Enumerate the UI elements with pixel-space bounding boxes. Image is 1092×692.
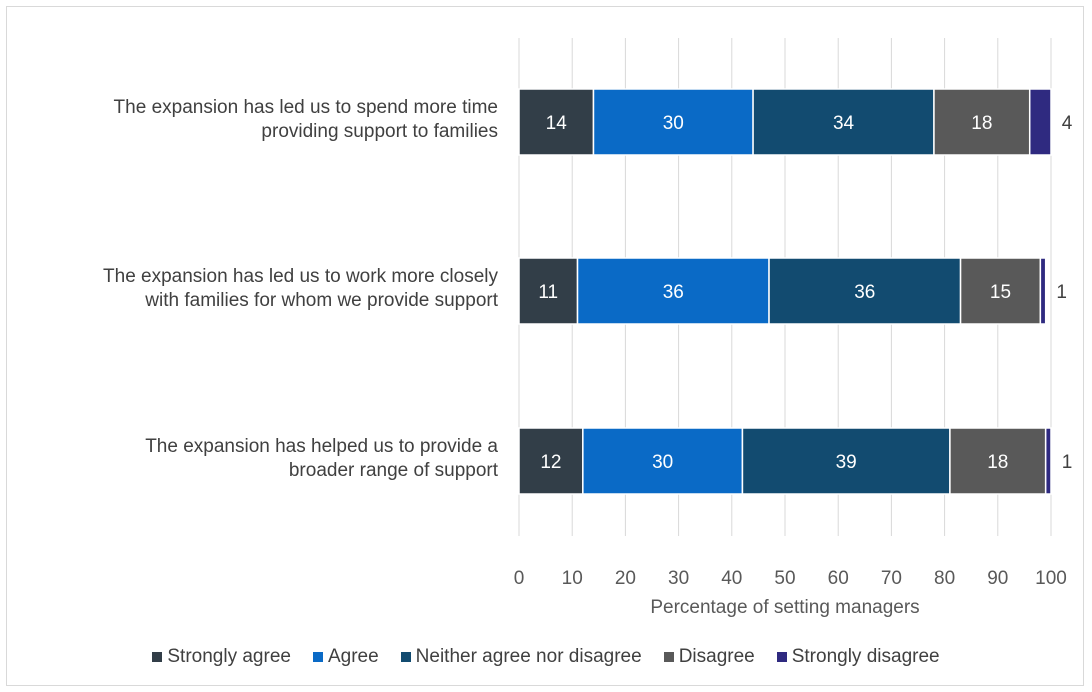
data-label: 1	[1062, 452, 1073, 473]
data-label: 36	[663, 282, 684, 303]
bar-segment	[768, 257, 962, 325]
bar-segment	[741, 427, 951, 495]
x-tick-label: 20	[615, 568, 636, 589]
legend-item: Disagree	[663, 646, 755, 668]
x-tick-label: 90	[987, 568, 1008, 589]
legend-swatch	[400, 652, 411, 662]
bar-segment	[582, 427, 744, 495]
x-tick-label: 100	[1035, 568, 1067, 589]
x-tick-label: 0	[514, 568, 525, 589]
category-label: The expansion has led us to work more cl…	[18, 265, 498, 313]
data-label: 30	[652, 452, 673, 473]
legend-label: Agree	[327, 646, 379, 667]
legend-item: Strongly disagree	[776, 646, 940, 668]
bar-segment	[949, 427, 1047, 495]
category-label-line: The expansion has helped us to provide a	[145, 436, 498, 457]
bar-segment	[576, 257, 770, 325]
data-label: 14	[546, 113, 568, 134]
legend-label: Neither agree nor disagree	[415, 646, 642, 667]
data-label: 18	[987, 452, 1008, 473]
bar-segment	[592, 88, 754, 156]
category-label: The expansion has led us to spend more t…	[18, 96, 498, 144]
chart-frame	[6, 6, 1084, 686]
legend-swatch	[152, 652, 163, 662]
legend-label: Strongly disagree	[791, 646, 940, 667]
data-label: 11	[538, 282, 558, 303]
category-label: The expansion has helped us to provide a…	[18, 435, 498, 483]
bar-segment	[518, 88, 595, 156]
data-label: 15	[990, 282, 1011, 303]
x-tick-label: 10	[562, 568, 583, 589]
legend-item: Strongly agree	[152, 646, 291, 668]
legend-label: Disagree	[678, 646, 755, 667]
data-label: 30	[663, 113, 684, 134]
category-label-line: The expansion has led us to work more cl…	[103, 266, 498, 287]
x-tick-label: 80	[934, 568, 955, 589]
data-label: 1	[1056, 282, 1067, 303]
legend-label: Strongly agree	[167, 646, 291, 667]
legend-swatch	[312, 652, 323, 662]
bar-segment	[1044, 427, 1052, 495]
x-tick-label: 60	[828, 568, 849, 589]
x-axis-title: Percentage of setting managers	[650, 597, 919, 618]
legend: Strongly agree Agree Neither agree nor dis…	[0, 646, 1092, 668]
bar-segment	[933, 88, 1031, 156]
data-label: 18	[971, 113, 992, 134]
bar-segment	[959, 257, 1042, 325]
category-label-line: The expansion has led us to spend more t…	[113, 97, 498, 118]
x-tick-label: 70	[881, 568, 902, 589]
legend-item: Agree	[312, 646, 379, 668]
data-label: 4	[1062, 113, 1073, 134]
bar-segment	[518, 257, 579, 325]
category-label-line: providing support to families	[261, 121, 498, 142]
bar-segment	[752, 88, 935, 156]
data-label: 36	[854, 282, 875, 303]
legend-item: Neither agree nor disagree	[400, 646, 642, 668]
data-label: 12	[540, 452, 561, 473]
bar-segment	[1028, 88, 1052, 156]
category-label-line: broader range of support	[288, 460, 498, 481]
category-label-line: with families for whom we provide suppor…	[145, 290, 498, 311]
legend-swatch	[663, 652, 674, 662]
x-tick-label: 50	[774, 568, 795, 589]
data-label: 39	[836, 452, 857, 473]
bar-segment	[518, 427, 584, 495]
bar-segment	[1039, 257, 1047, 325]
legend-swatch	[776, 652, 787, 662]
x-tick-label: 30	[668, 568, 689, 589]
x-tick-label: 40	[721, 568, 742, 589]
data-label: 34	[833, 113, 855, 134]
